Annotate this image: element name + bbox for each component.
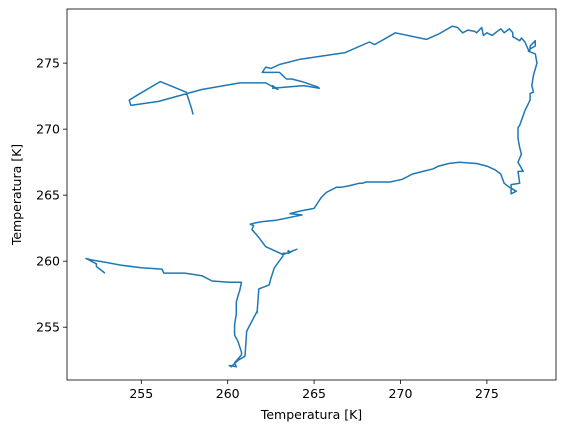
y-tick-label: 275 (36, 56, 60, 71)
x-tick-label: 260 (216, 386, 240, 401)
y-tick-label: 270 (36, 122, 60, 137)
y-axis-label: Temperatura [K] (9, 144, 24, 246)
series-line (85, 25, 538, 368)
y-tick-label: 260 (36, 254, 60, 269)
y-tick-label: 255 (36, 320, 60, 335)
plot-frame (66, 8, 557, 381)
x-tick-label: 255 (129, 386, 153, 401)
x-axis-label: Temperatura [K] (260, 407, 362, 422)
x-tick-label: 265 (302, 386, 326, 401)
x-tick-label: 275 (475, 386, 499, 401)
y-tick-label: 265 (36, 188, 60, 203)
x-tick-label: 270 (389, 386, 413, 401)
